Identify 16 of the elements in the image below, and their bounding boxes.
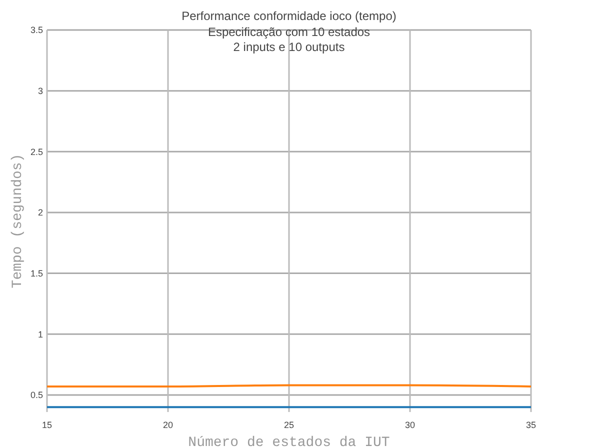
x-tick-label: 25 (284, 420, 294, 430)
x-tick-label: 20 (162, 420, 174, 430)
x-tick-label: 30 (404, 420, 416, 430)
y-axis-title: Tempo (segundos) (10, 154, 26, 288)
y-tick-label: 2.5 (30, 146, 43, 157)
x-axis-title: Número de estados da IUT (188, 435, 390, 448)
y-tick-label: 2 (38, 208, 43, 218)
y-tick-label: 1 (38, 329, 43, 340)
chart-subtitle: Especificação com 10 estados 2 inputs e 10 outputs (208, 25, 370, 54)
x-tick-label: 15 (42, 420, 52, 430)
y-tick-label: 3.5 (30, 25, 43, 36)
y-tick-label: 3 (38, 86, 43, 96)
x-tick-label: 35 (526, 420, 536, 430)
y-tick-label: 1.5 (30, 268, 43, 278)
y-tick-label: 0.5 (30, 390, 43, 400)
chart-title: Performance conformidade ioco (tempo) (182, 9, 396, 23)
